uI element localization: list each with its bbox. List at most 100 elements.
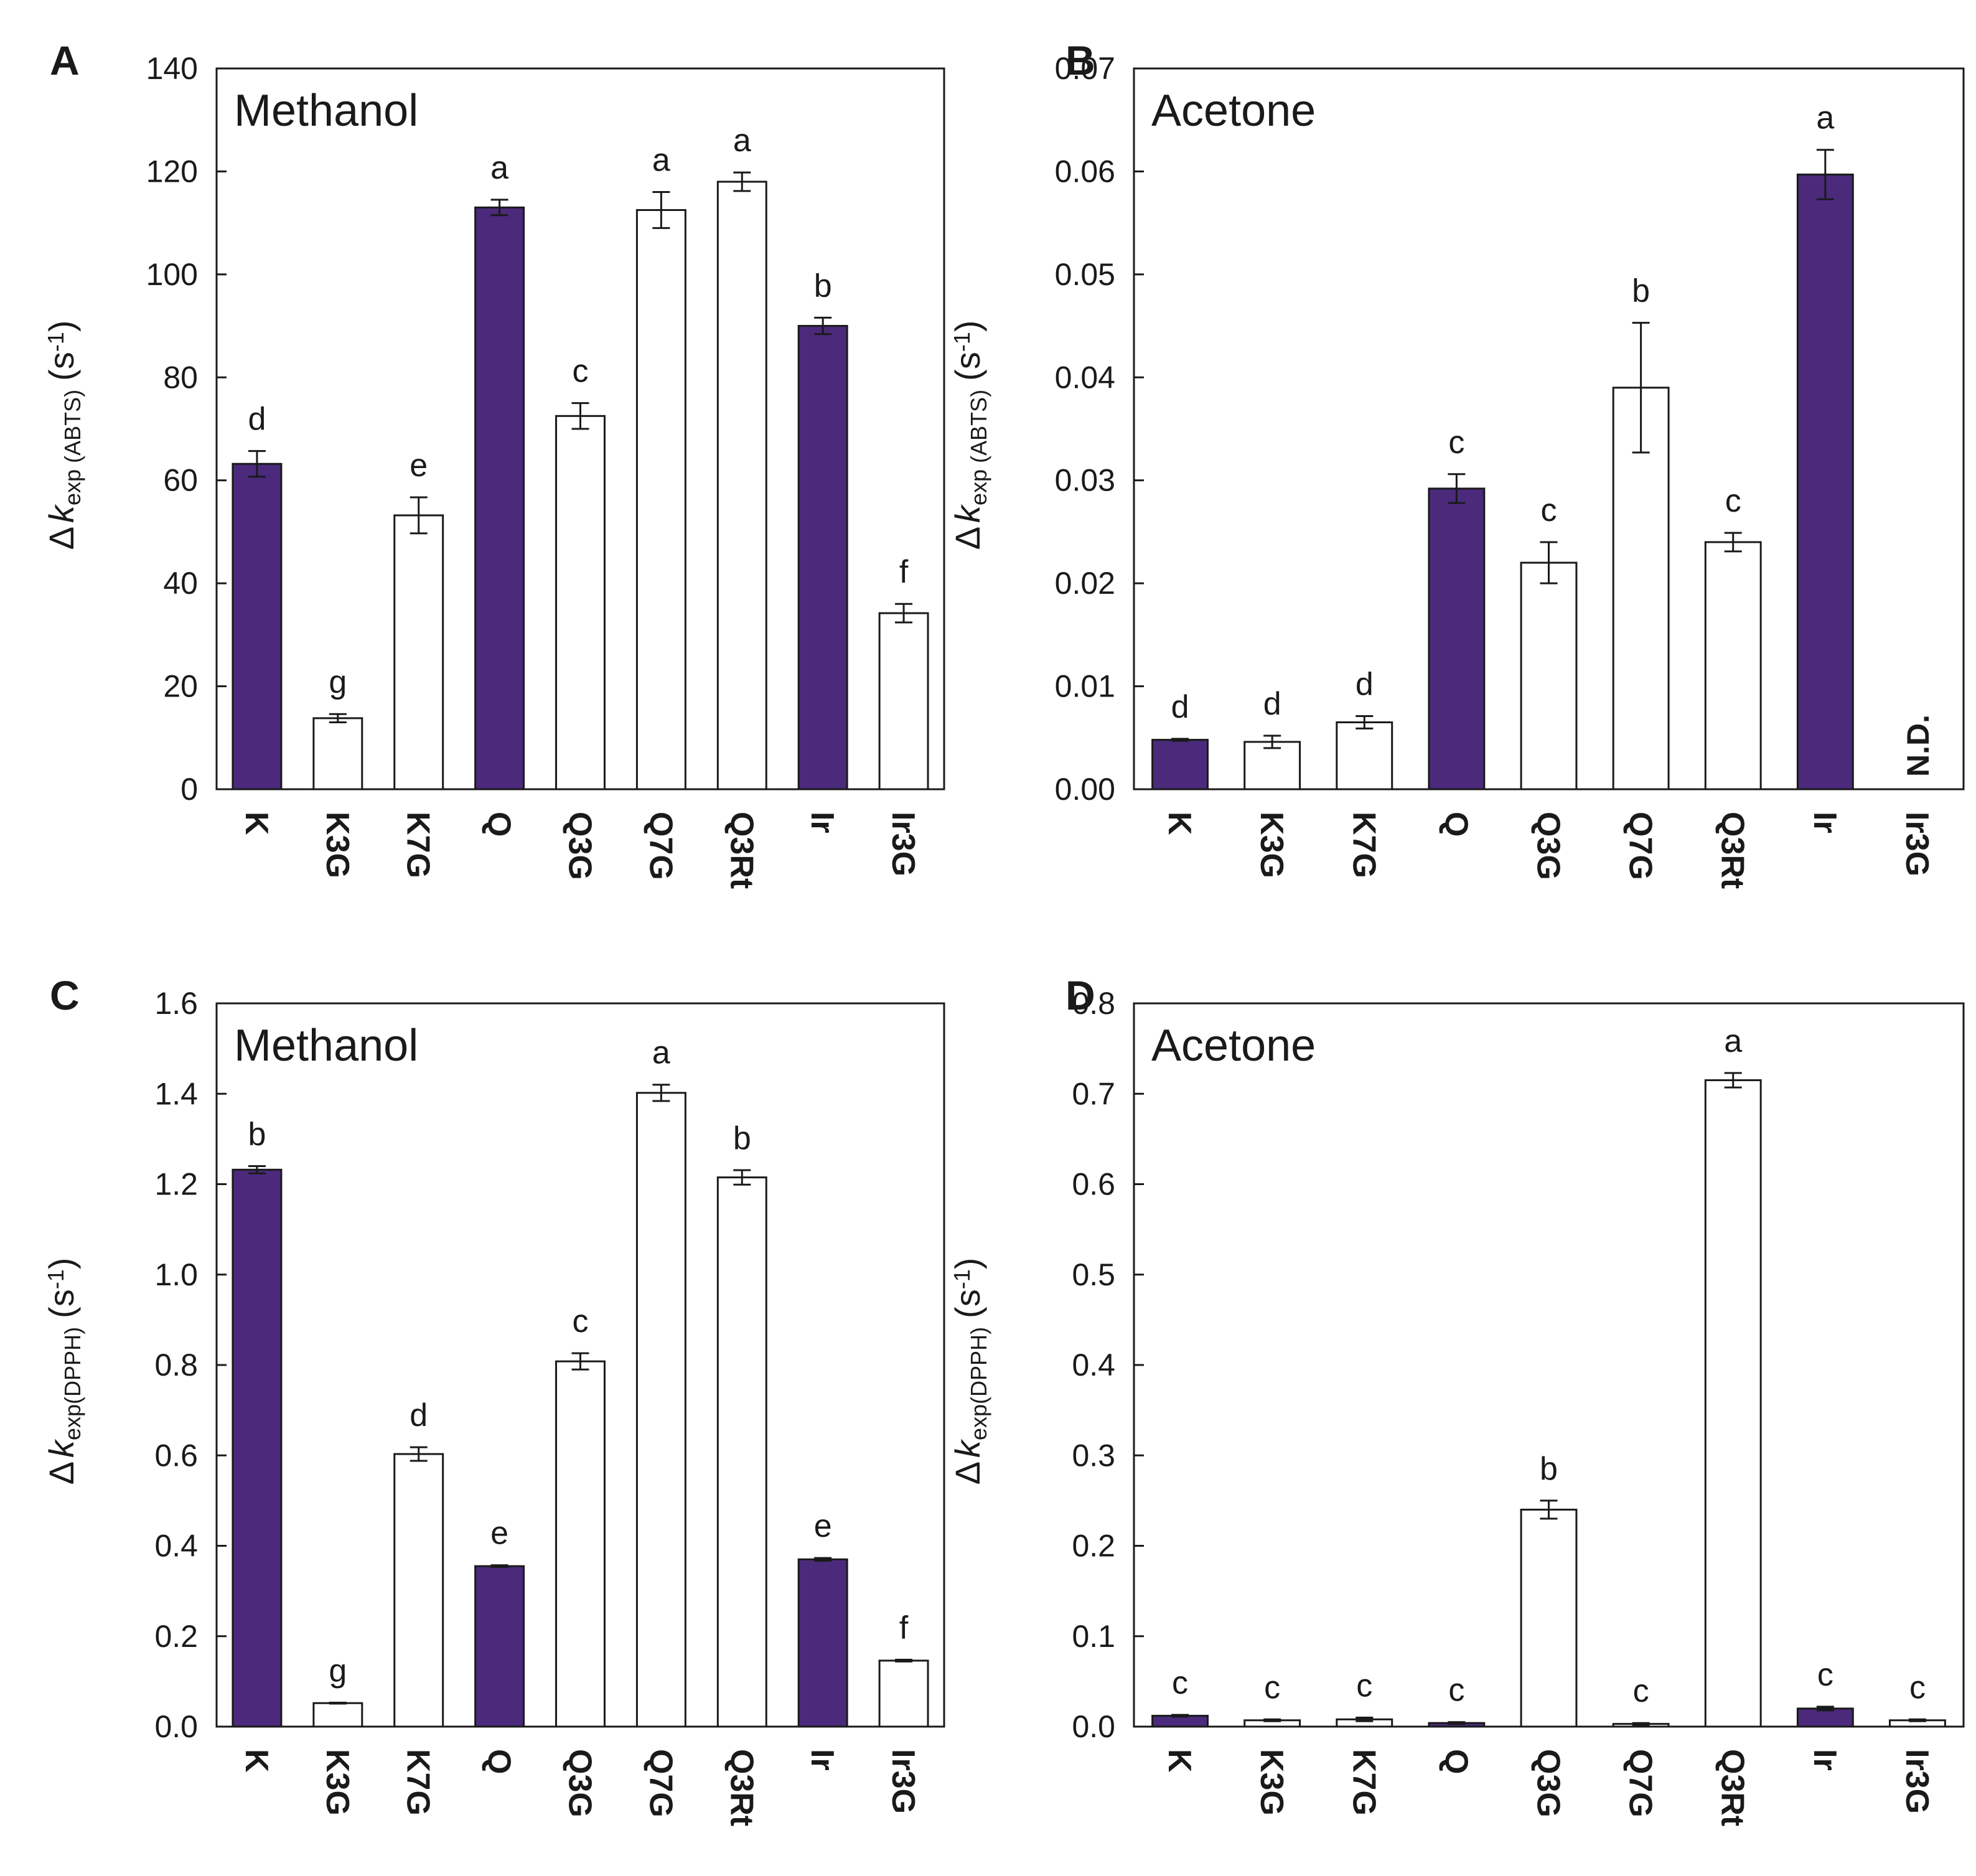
y-tick-label: 0.05: [1055, 257, 1115, 292]
y-axis-label-unit-exp: -1: [43, 332, 68, 352]
significance-letter: f: [899, 554, 909, 590]
category-label: Q3Rt: [723, 812, 759, 889]
category-label: Q3G: [562, 1749, 598, 1817]
y-axis-label-delta: Δ: [42, 1461, 81, 1484]
y-tick-label: 0.02: [1055, 566, 1115, 601]
significance-letter: b: [248, 1116, 266, 1152]
y-tick-label: 0.0: [154, 1709, 198, 1744]
bar-q7g: [635, 1092, 686, 1728]
y-tick-label: 0.06: [1055, 154, 1115, 189]
panel-title: Methanol: [234, 1021, 418, 1071]
significance-letter: c: [1448, 424, 1464, 461]
significance-letter: b: [1632, 273, 1650, 309]
y-tick-label: 60: [163, 463, 198, 498]
category-label: Q3G: [1530, 1749, 1566, 1817]
y-tick-label: 1.4: [154, 1076, 198, 1111]
bar-q: [474, 206, 525, 790]
significance-letter: f: [899, 1610, 909, 1646]
y-axis-label-k: k: [42, 1438, 81, 1458]
category-label: Ir3G: [885, 1749, 921, 1814]
significance-letter: c: [573, 1303, 589, 1339]
bar-ir: [1796, 173, 1854, 790]
significance-letter: c: [1264, 1669, 1280, 1705]
category-label: Ir: [804, 1749, 840, 1771]
bar-q: [1428, 487, 1486, 790]
y-axis-label-unit-exp: -1: [43, 1269, 68, 1289]
y-tick-label: 0.07: [1055, 51, 1115, 86]
significance-letter: b: [1540, 1451, 1558, 1487]
category-label: Ir: [1807, 812, 1843, 833]
y-axis-label-unit-exp: -1: [949, 332, 975, 352]
category-label: Q: [481, 1749, 517, 1774]
y-axis-label-unit-open: (s: [42, 352, 81, 381]
bar-ir3g: [878, 1659, 929, 1728]
significance-letter: e: [410, 448, 428, 484]
category-label: Ir3G: [885, 812, 921, 876]
bar-q3rt: [1704, 1079, 1762, 1728]
y-axis-label-unit-close: ): [948, 1258, 987, 1270]
significance-letter: c: [1172, 1665, 1188, 1701]
significance-letter: c: [1448, 1672, 1464, 1709]
category-label: Q: [1438, 812, 1474, 837]
bar-ir3g: [878, 612, 929, 790]
bar-k3g: [312, 717, 363, 790]
y-axis-label-delta: Δ: [42, 527, 81, 550]
bar-q3g: [1520, 561, 1578, 790]
y-tick-label: 0.2: [154, 1619, 198, 1654]
category-label: K3G: [1253, 1749, 1290, 1816]
category-label: Q7G: [1622, 1749, 1659, 1817]
y-tick-label: 0.4: [1072, 1348, 1115, 1382]
significance-letter: d: [1171, 689, 1189, 725]
category-label: Ir: [1807, 1749, 1843, 1771]
bar-q7g: [635, 209, 686, 790]
bar-k7g: [1336, 721, 1393, 790]
y-tick-label: 0.00: [1055, 772, 1115, 807]
bar-q3g: [1520, 1508, 1578, 1728]
y-tick-label: 1.0: [154, 1257, 198, 1292]
category-label: K7G: [400, 1749, 436, 1816]
category-label: Ir: [804, 812, 840, 833]
category-label: K: [238, 1749, 274, 1773]
chart-panel-b: B 0.00 0.01 0.02 0.03 0.04 0.05 0.06 0.07 Δkexp (…: [948, 37, 1965, 889]
category-label: Q: [481, 812, 517, 837]
y-tick-label: 0.2: [1072, 1529, 1115, 1564]
category-label: Q3Rt: [1715, 1749, 1751, 1826]
bar-q3g: [555, 1360, 606, 1728]
y-axis-label-sub: exp(DPPH): [966, 1327, 991, 1440]
y-axis-label-sub: exp (ABTS): [966, 390, 991, 505]
chart-panel-c: C 0.0 0.2 0.4 0.6 0.8 1.0 1.2 1.4 1.6 Δkexp(DPPH) (…: [42, 972, 945, 1826]
significance-letter: a: [490, 150, 508, 186]
category-label: Q7G: [1622, 812, 1659, 880]
panel-title: Acetone: [1151, 86, 1316, 136]
significance-letter: e: [490, 1516, 508, 1552]
y-tick-label: 0.03: [1055, 463, 1115, 498]
category-label: Q3G: [562, 812, 598, 880]
chart-panel-a: A 0 20 40 60 80 100 120 140 Δkexp (ABTS) (s-1) Meth…: [42, 37, 945, 889]
bar-q: [474, 1565, 525, 1728]
category-label: Q7G: [642, 1749, 678, 1817]
y-axis-label-unit-open: (s: [948, 1289, 987, 1318]
bar-q3rt: [716, 181, 767, 790]
y-tick-label: 1.6: [154, 986, 198, 1021]
y-axis-label-k: k: [42, 504, 81, 523]
y-tick-label: 0.0: [1072, 1709, 1115, 1744]
category-label: K3G: [1253, 812, 1290, 878]
significance-letter: d: [248, 401, 266, 438]
y-axis-label-unit-close: ): [42, 321, 81, 332]
significance-letter: d: [1263, 686, 1281, 722]
y-axis-label: Δkexp (ABTS) (s-1): [948, 321, 991, 550]
significance-letter: a: [733, 123, 751, 159]
category-label: Ir3G: [1899, 1749, 1935, 1814]
category-label: Q3Rt: [723, 1749, 759, 1826]
category-label: Q: [1438, 1749, 1474, 1774]
y-tick-label: 40: [163, 566, 198, 601]
bar-k7g: [393, 1453, 444, 1728]
category-label: K3G: [319, 812, 355, 878]
significance-letter: a: [1724, 1023, 1742, 1059]
y-axis-label-unit-close: ): [42, 1258, 81, 1270]
y-tick-label: 0.04: [1055, 360, 1115, 395]
panel-title: Acetone: [1151, 1021, 1316, 1071]
category-label: K3G: [319, 1749, 355, 1816]
y-tick-label: 0.6: [154, 1438, 198, 1473]
